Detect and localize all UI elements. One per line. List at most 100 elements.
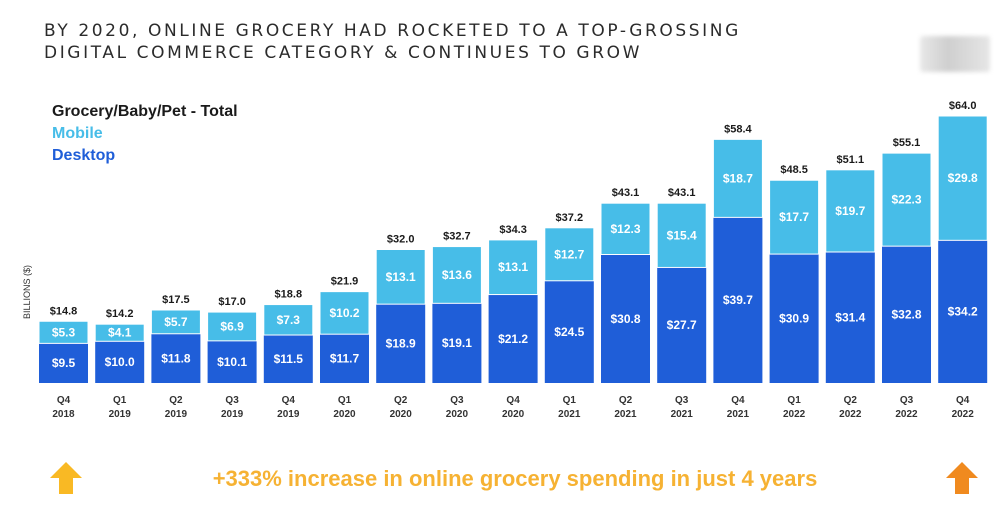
x-tick-label-year: 2022 — [895, 409, 918, 420]
data-label-desktop: $10.0 — [105, 355, 135, 369]
bar-mobile — [712, 138, 763, 218]
data-label-desktop: $10.1 — [217, 355, 247, 369]
data-label-total: $48.5 — [780, 164, 808, 176]
x-tick-label-year: 2021 — [558, 409, 581, 420]
data-label-desktop: $24.5 — [554, 325, 584, 339]
x-tick-label-year: 2022 — [783, 409, 806, 420]
data-label-mobile: $19.7 — [835, 204, 865, 218]
data-label-mobile: $7.3 — [277, 313, 301, 327]
bar-mobile — [937, 115, 988, 241]
data-label-desktop: $30.9 — [779, 312, 809, 326]
bar-desktop — [376, 304, 426, 383]
x-tick-label-year: 2022 — [839, 409, 862, 420]
data-label-mobile: $5.3 — [52, 325, 76, 339]
x-tick-label-quarter: Q2 — [619, 395, 633, 406]
bar-desktop — [882, 246, 931, 383]
left-up-arrow-icon — [50, 462, 82, 494]
data-label-mobile: $12.7 — [554, 247, 584, 261]
data-label-total: $17.5 — [162, 294, 190, 306]
x-tick-label-year: 2020 — [390, 409, 413, 420]
bar-mobile — [207, 311, 258, 342]
data-label-total: $32.0 — [387, 234, 415, 246]
x-tick-label-year: 2020 — [333, 409, 356, 420]
bar-mobile — [881, 152, 932, 247]
data-label-desktop: $11.5 — [274, 352, 304, 366]
x-tick-label-year: 2021 — [614, 409, 637, 420]
data-label-desktop: $27.7 — [667, 318, 697, 332]
bar-mobile — [38, 320, 89, 344]
x-tick-label-year: 2020 — [502, 409, 525, 420]
x-tick-label-year: 2019 — [165, 409, 188, 420]
bar-mobile — [825, 169, 876, 253]
data-label-total: $21.9 — [331, 276, 359, 288]
x-tick-label-quarter: Q1 — [787, 395, 801, 406]
right-up-arrow-icon — [946, 462, 978, 494]
x-tick-label-year: 2021 — [727, 409, 750, 420]
x-tick-label-year: 2019 — [221, 409, 244, 420]
data-label-desktop: $11.8 — [161, 351, 191, 365]
x-tick-label-quarter: Q4 — [57, 395, 71, 406]
data-label-mobile: $29.8 — [948, 171, 978, 185]
data-label-desktop: $32.8 — [891, 308, 921, 322]
data-label-desktop: $34.2 — [948, 305, 978, 319]
data-label-mobile: $12.3 — [610, 222, 640, 236]
x-tick-label-quarter: Q4 — [282, 395, 296, 406]
bar-desktop — [769, 254, 819, 383]
bar-desktop — [488, 294, 538, 383]
bar-mobile — [375, 249, 426, 305]
x-tick-label-year: 2021 — [671, 409, 694, 420]
data-label-mobile: $13.1 — [386, 270, 416, 284]
x-tick-label-year: 2019 — [277, 409, 300, 420]
bar-desktop — [207, 340, 257, 383]
data-label-total: $17.0 — [218, 296, 246, 308]
data-label-total: $14.2 — [106, 308, 134, 320]
x-tick-label-quarter: Q3 — [675, 395, 689, 406]
x-tick-label-quarter: Q2 — [394, 395, 408, 406]
bar-mobile — [544, 227, 595, 282]
chart-legend: Grocery/Baby/Pet - Total Mobile Desktop — [52, 103, 238, 164]
data-label-mobile: $10.2 — [329, 306, 359, 320]
data-label-total: $43.1 — [612, 187, 640, 199]
data-label-desktop: $39.7 — [723, 293, 753, 307]
bar-mobile — [769, 179, 820, 255]
data-label-desktop: $31.4 — [835, 311, 865, 325]
legend-desktop: Desktop — [52, 147, 115, 164]
data-label-total: $34.3 — [499, 224, 527, 236]
x-tick-label-quarter: Q3 — [450, 395, 464, 406]
footer-callout: +333% increase in online grocery spendin… — [212, 466, 818, 491]
data-label-total: $37.2 — [556, 212, 584, 224]
x-tick-label-quarter: Q4 — [956, 395, 970, 406]
bar-mobile — [263, 304, 314, 336]
bar-desktop — [39, 343, 88, 383]
data-label-mobile: $5.7 — [164, 315, 188, 329]
data-label-mobile: $18.7 — [723, 171, 753, 185]
data-label-desktop: $9.5 — [52, 356, 76, 370]
data-label-total: $58.4 — [724, 123, 752, 135]
data-label-mobile: $15.4 — [667, 228, 697, 242]
x-tick-label-quarter: Q3 — [225, 395, 239, 406]
page-title: BY 2020, ONLINE GROCERY HAD ROCKETED TO … — [44, 21, 741, 63]
bar-desktop — [432, 303, 482, 383]
legend-total: Grocery/Baby/Pet - Total — [52, 103, 238, 120]
data-label-total: $55.1 — [893, 137, 921, 149]
data-label-mobile: $6.9 — [220, 319, 244, 333]
bar-desktop — [151, 333, 201, 383]
bar-mobile — [656, 202, 707, 268]
bar-mobile — [431, 246, 482, 304]
stacked-bar-chart: Grocery/Baby/Pet - Total Mobile Desktop … — [22, 100, 988, 420]
x-tick-label-quarter: Q4 — [506, 395, 520, 406]
bar-desktop — [544, 280, 594, 383]
data-label-mobile: $17.7 — [779, 210, 809, 224]
x-tick-label-year: 2018 — [52, 409, 75, 420]
data-label-total: $14.8 — [50, 305, 78, 317]
bar-desktop — [95, 341, 145, 383]
data-label-desktop: $21.2 — [498, 332, 528, 346]
data-label-mobile: $4.1 — [108, 326, 132, 340]
x-tick-label-year: 2020 — [446, 409, 469, 420]
x-tick-label-year: 2019 — [109, 409, 132, 420]
data-label-desktop: $18.9 — [386, 337, 416, 351]
bar-desktop — [713, 217, 763, 383]
data-label-mobile: $13.6 — [442, 268, 472, 282]
data-label-total: $43.1 — [668, 187, 696, 199]
bar-desktop — [938, 240, 988, 383]
